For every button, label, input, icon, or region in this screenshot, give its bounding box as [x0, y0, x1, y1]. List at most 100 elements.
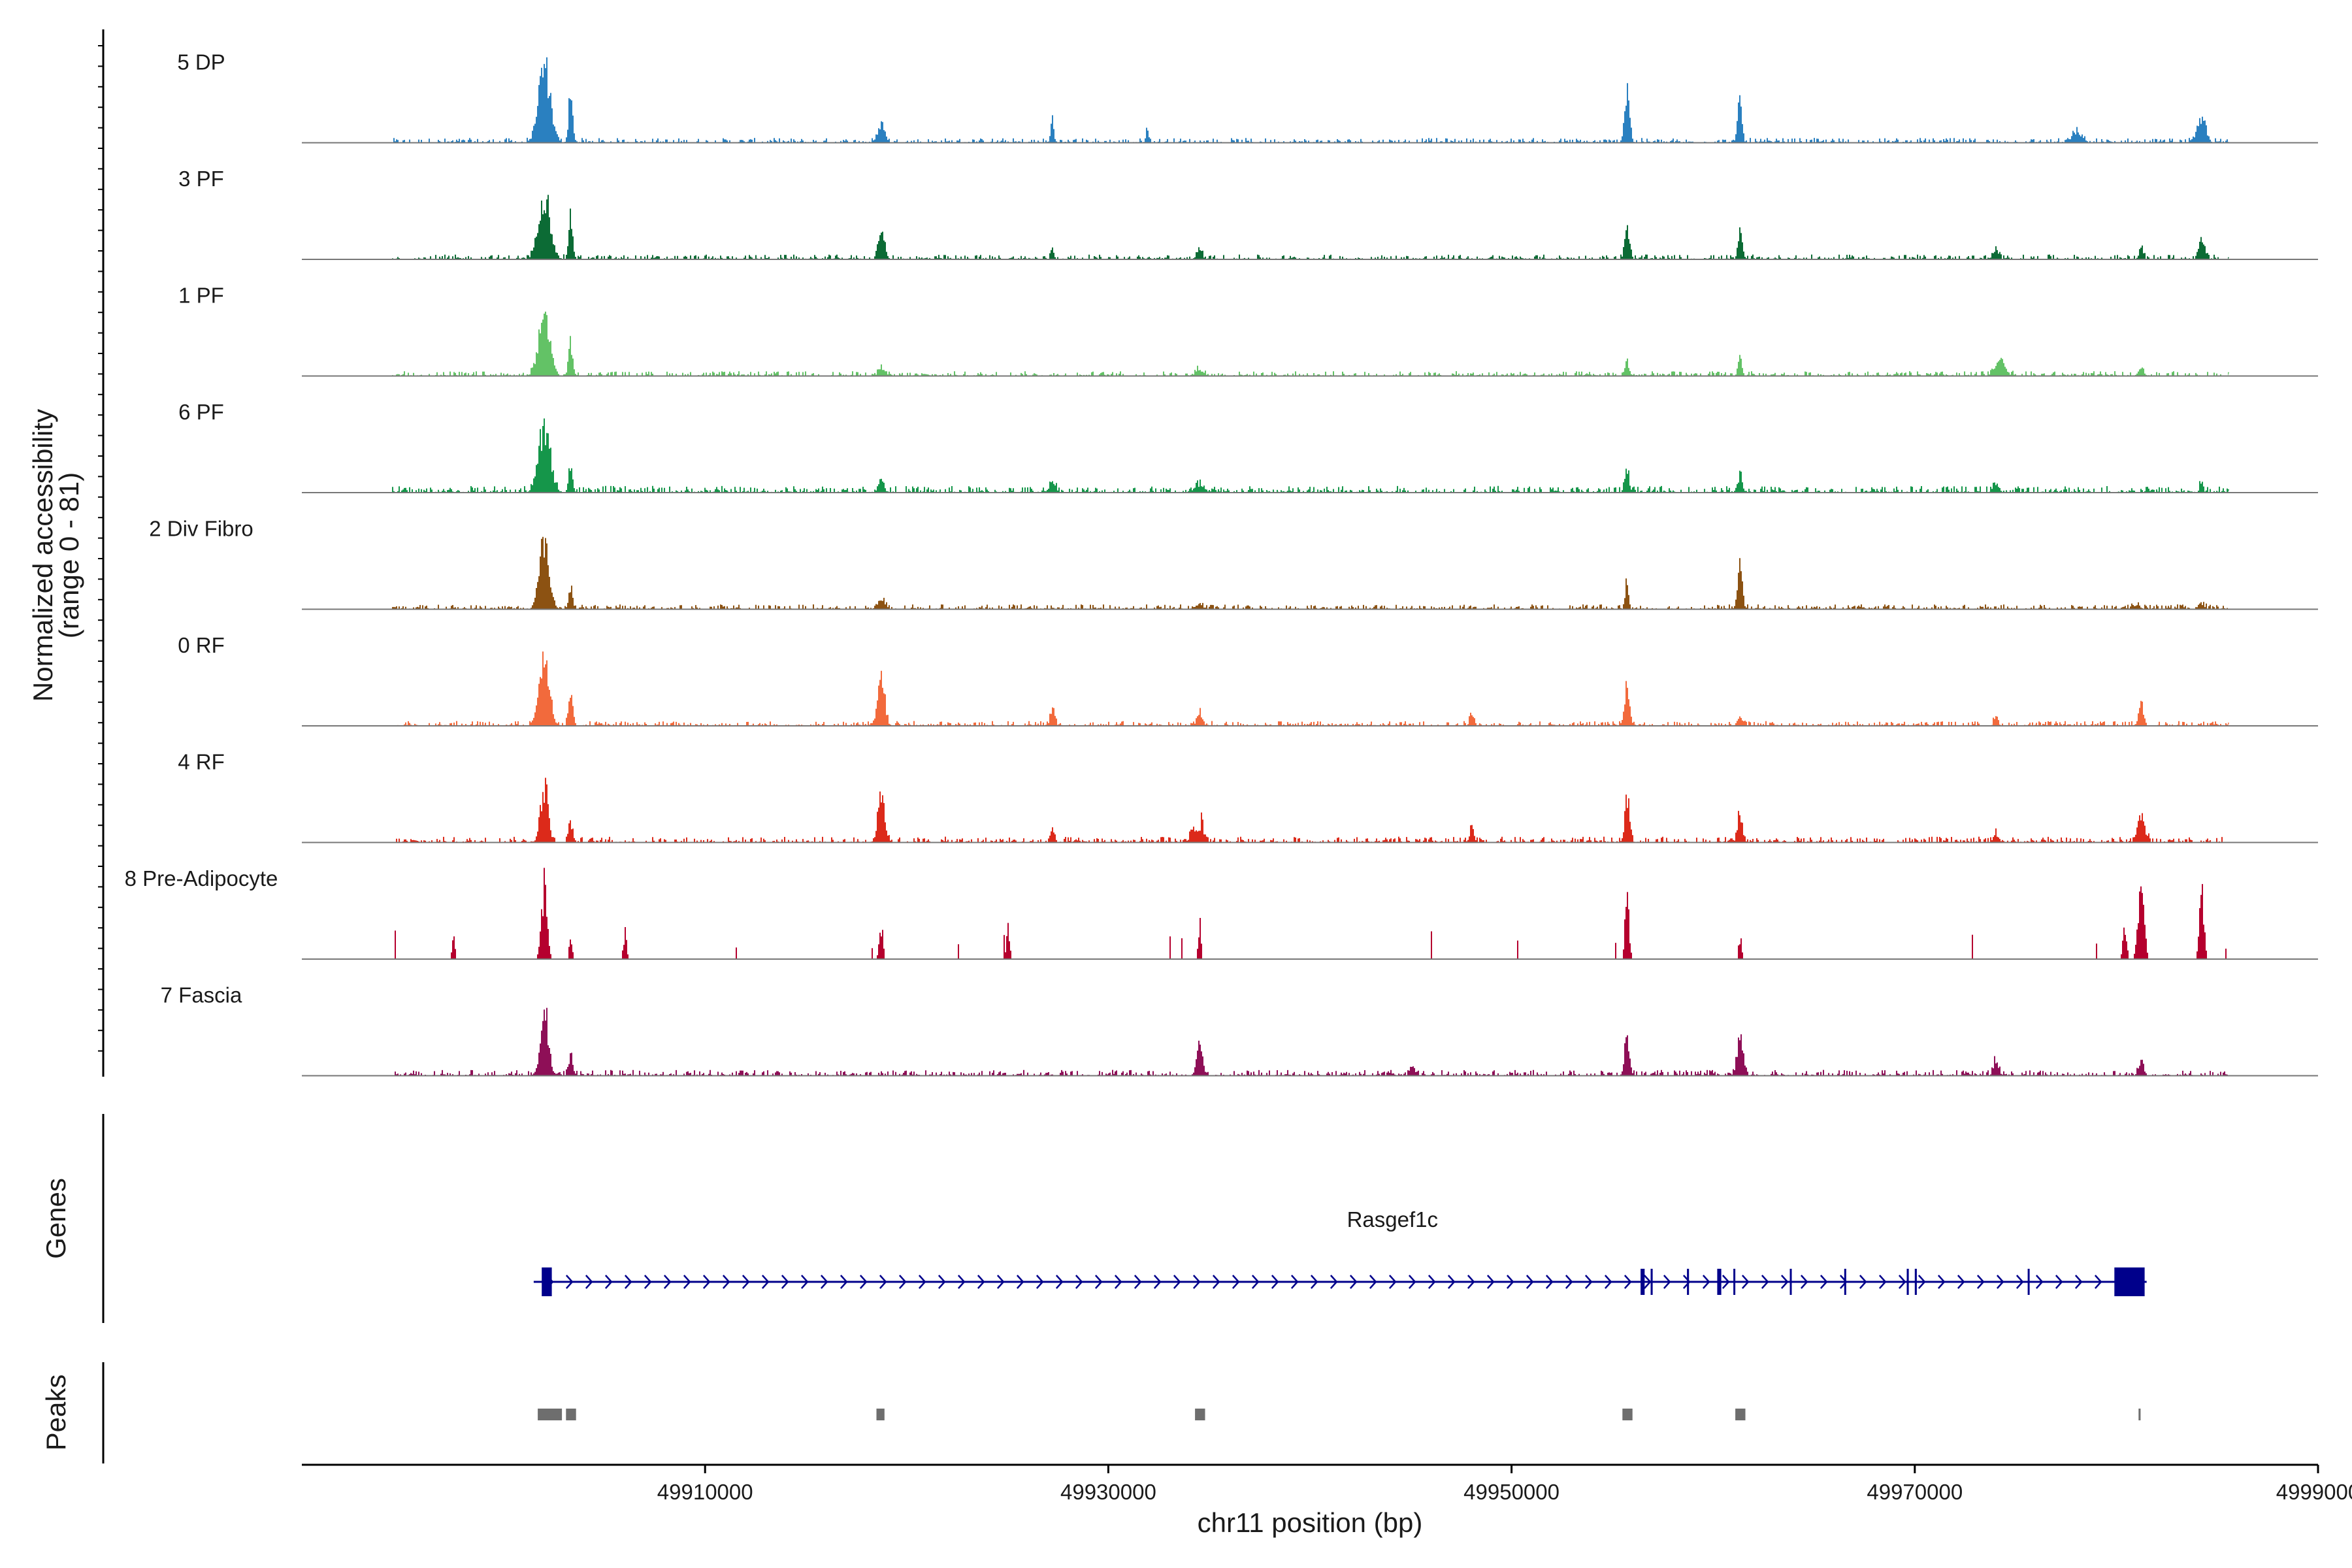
x-tick-label: 49970000: [1867, 1480, 1963, 1504]
strand-arrow: [663, 1275, 672, 1289]
gene-exon: [1906, 1269, 1909, 1295]
strand-arrow: [1330, 1275, 1338, 1289]
strand-arrow: [1506, 1275, 1514, 1289]
strand-arrow: [644, 1275, 652, 1289]
gene-exon: [1914, 1269, 1917, 1295]
gene-exon: [542, 1267, 552, 1296]
strand-arrow: [898, 1275, 907, 1289]
strand-arrow: [1290, 1275, 1299, 1289]
y-axis-title-line1: Normalized accessibility: [27, 409, 58, 702]
strand-arrow: [1584, 1275, 1593, 1289]
strand-arrow: [918, 1275, 926, 1289]
track-label: 1 PF: [178, 284, 224, 308]
strand-arrow: [1486, 1275, 1495, 1289]
coverage-tracks: 5 DP 3 PF 1 PF 6 PF 2 Div Fibro 0 RF 4 RF 8 Pre…: [125, 50, 2318, 1077]
strand-arrow: [604, 1275, 613, 1289]
gene-exon: [1650, 1269, 1653, 1295]
track-5: 2 Div Fibro: [149, 517, 2318, 610]
track-1: 5 DP: [177, 50, 2318, 144]
strand-arrow: [1761, 1275, 1769, 1289]
strand-arrow: [1369, 1275, 1377, 1289]
strand-arrow: [1800, 1275, 1808, 1289]
strand-arrow: [1702, 1275, 1710, 1289]
gene-name-label: Rasgef1c: [1347, 1207, 1438, 1232]
strand-arrow: [702, 1275, 711, 1289]
y-axis: [98, 29, 105, 1077]
strand-arrow: [565, 1275, 574, 1289]
strand-arrow: [879, 1275, 887, 1289]
strand-arrow: [1780, 1275, 1789, 1289]
coverage-area: [392, 868, 2229, 959]
strand-arrow: [722, 1275, 730, 1289]
strand-arrow: [1428, 1275, 1436, 1289]
peak-region: [1622, 1409, 1633, 1420]
track-4: 6 PF: [178, 400, 2318, 493]
peak-region: [538, 1409, 563, 1420]
strand-arrow: [1055, 1275, 1064, 1289]
strand-arrow: [1957, 1275, 1965, 1289]
y-axis-title: Normalized accessibility (range 0 - 81): [27, 409, 84, 702]
strand-arrow: [1898, 1275, 1906, 1289]
track-9: 7 Fascia: [161, 983, 2318, 1077]
coverage-area: [392, 1007, 2229, 1076]
strand-arrow: [800, 1275, 809, 1289]
strand-arrow: [938, 1275, 946, 1289]
strand-arrow: [1192, 1275, 1201, 1289]
strand-arrow: [1173, 1275, 1181, 1289]
x-tick-label: 49930000: [1060, 1480, 1156, 1504]
strand-arrow: [1663, 1275, 1671, 1289]
coverage-area: [392, 651, 2229, 726]
track-3: 1 PF: [178, 284, 2318, 377]
strand-arrow: [1408, 1275, 1416, 1289]
track-label: 7 Fascia: [161, 983, 242, 1007]
strand-arrow: [1722, 1275, 1730, 1289]
coverage-area: [392, 777, 2229, 843]
gene-exon: [2114, 1267, 2145, 1296]
coverage-area: [392, 312, 2229, 376]
track-label: 0 RF: [178, 633, 225, 657]
coverage-area: [392, 195, 2229, 259]
strand-arrow: [1212, 1275, 1220, 1289]
strand-arrow: [1937, 1275, 1946, 1289]
strand-arrow: [1232, 1275, 1240, 1289]
strand-arrow: [1604, 1275, 1612, 1289]
strand-arrow: [1447, 1275, 1456, 1289]
strand-arrow: [1016, 1275, 1024, 1289]
coverage-area: [392, 418, 2229, 493]
gene-model: [533, 1267, 2147, 1296]
strand-arrow: [1624, 1275, 1632, 1289]
strand-arrow: [1075, 1275, 1083, 1289]
strand-arrow: [1036, 1275, 1044, 1289]
strand-arrow: [742, 1275, 750, 1289]
strand-arrow: [1643, 1275, 1652, 1289]
strand-arrow: [1545, 1275, 1554, 1289]
track-label: 2 Div Fibro: [149, 517, 253, 541]
gene-exon: [1733, 1269, 1736, 1295]
strand-arrow: [1996, 1275, 2004, 1289]
y-axis-title-line2: (range 0 - 81): [54, 472, 84, 638]
strand-arrow: [585, 1275, 593, 1289]
genes-panel: Genes Rasgef1c: [41, 1114, 2147, 1323]
peak-region: [1735, 1409, 1746, 1420]
strand-arrow: [977, 1275, 985, 1289]
strand-arrow: [1682, 1275, 1691, 1289]
strand-arrow: [1271, 1275, 1279, 1289]
strand-arrow: [859, 1275, 868, 1289]
peak-region: [1195, 1409, 1205, 1420]
x-axis-title: chr11 position (bp): [1198, 1507, 1423, 1538]
strand-arrow: [1134, 1275, 1142, 1289]
track-label: 6 PF: [178, 400, 224, 424]
track-label: 5 DP: [177, 50, 225, 74]
track-6: 0 RF: [178, 633, 2318, 727]
track-label: 3 PF: [178, 167, 224, 191]
gene-exon: [1789, 1269, 1792, 1295]
coverage-area: [392, 536, 2229, 610]
strand-arrow: [1878, 1275, 1887, 1289]
gene-exon: [2027, 1269, 2030, 1295]
track-label: 8 Pre-Adipocyte: [125, 866, 278, 890]
strand-arrow: [1349, 1275, 1358, 1289]
peak-region: [566, 1409, 576, 1420]
strand-arrow: [2074, 1275, 2083, 1289]
strand-arrow: [1094, 1275, 1103, 1289]
